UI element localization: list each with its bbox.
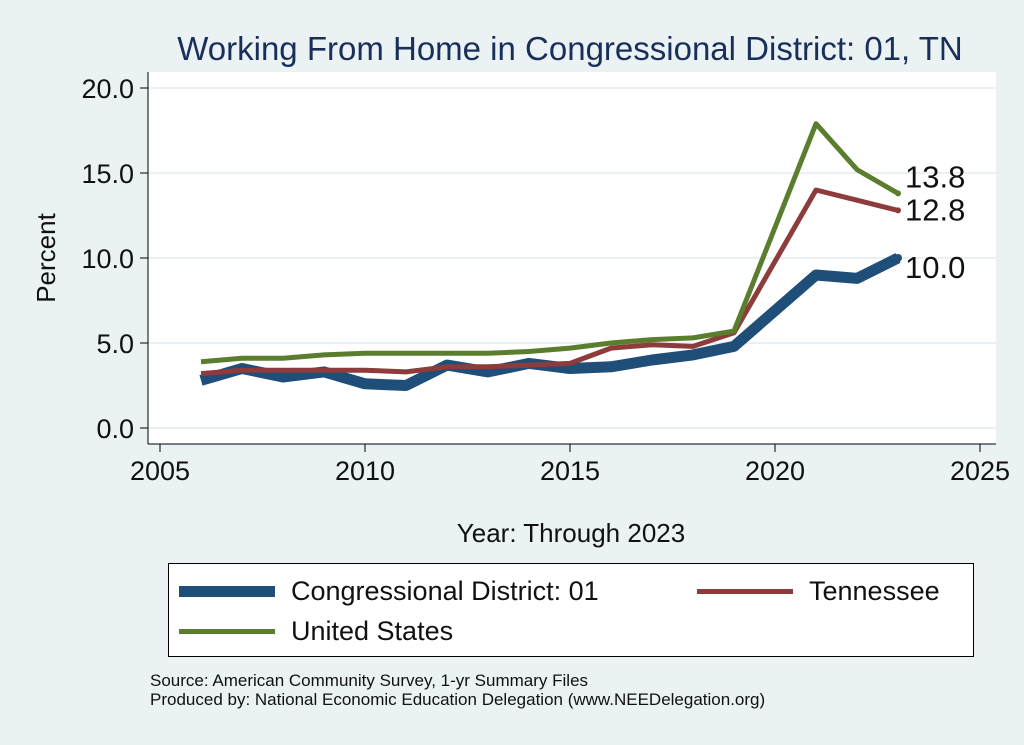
series-line-tennessee-end-marker	[895, 207, 901, 214]
series-lines	[199, 121, 902, 391]
source-line: Source: American Community Survey, 1-yr …	[150, 671, 589, 690]
x-tick-label: 2020	[745, 456, 805, 486]
end-label: 10.0	[905, 250, 965, 285]
x-tick-label: 2005	[130, 456, 190, 486]
end-label: 13.8	[905, 159, 965, 194]
x-axis-label: Year: Through 2023	[457, 518, 685, 548]
chart-title: Working From Home in Congressional Distr…	[177, 30, 963, 67]
y-tick-label: 15.0	[81, 159, 134, 189]
legend-swatch-district	[179, 586, 275, 597]
legend-label-tennessee: Tennessee	[809, 576, 940, 606]
series-line-united-states	[200, 121, 900, 365]
legend: Congressional District: 01 Tennessee Uni…	[168, 563, 974, 657]
legend-label-united-states: United States	[291, 616, 454, 646]
x-tick-label: 2025	[950, 456, 1010, 486]
y-tick-label: 5.0	[96, 329, 134, 359]
series-line-united-states-end-marker	[895, 190, 901, 197]
series-line-district-end-marker	[894, 254, 902, 262]
legend-item-united-states: United States	[179, 616, 453, 647]
grid	[148, 87, 996, 429]
y-tick-label: 0.0	[96, 414, 134, 444]
legend-item-tennessee: Tennessee	[697, 576, 940, 607]
legend-swatch-united-states	[179, 629, 275, 634]
end-labels: 10.0 12.813.8	[905, 159, 965, 285]
legend-label-district: Congressional District: 01	[291, 576, 599, 606]
y-tick-label: 10.0	[81, 244, 134, 274]
end-label: 12.8	[905, 192, 965, 227]
y-tick-label: 20.0	[81, 74, 134, 104]
source-note: Source: American Community Survey, 1-yr …	[150, 671, 765, 709]
series-line-tennessee	[200, 187, 899, 377]
axes: 0.0 5.0 10.0 15.0 20.0 2005 2010 2015 2020 2025	[81, 72, 1010, 486]
legend-item-district: Congressional District: 01	[179, 576, 599, 607]
x-tick-label: 2015	[540, 456, 600, 486]
legend-swatch-tennessee	[697, 589, 793, 594]
produced-by-line: Produced by: National Economic Education…	[150, 690, 766, 709]
y-axis-label: Percent	[31, 212, 61, 302]
x-tick-label: 2010	[335, 456, 395, 486]
